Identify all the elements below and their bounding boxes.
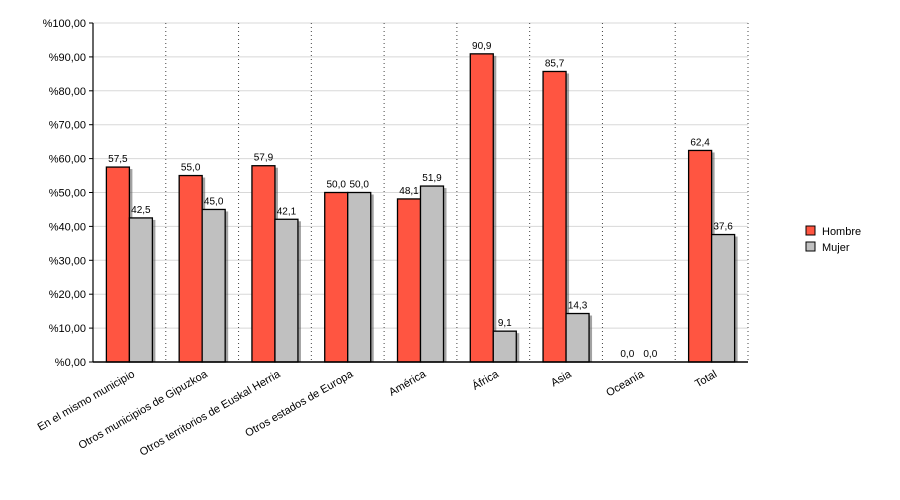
y-tick-label: %100,00: [43, 18, 86, 30]
bar-hombre: [469, 53, 494, 363]
bar-hombre: [542, 70, 567, 363]
bar-hombre: [178, 174, 203, 363]
data-label: 0,0: [643, 349, 657, 360]
y-tick-label: %70,00: [49, 120, 86, 132]
bar-mujer: [419, 185, 445, 363]
bar-mujer: [492, 330, 517, 363]
data-label: 0,0: [620, 349, 634, 360]
category-label: Total: [693, 368, 719, 390]
data-label: 57,5: [108, 154, 128, 165]
data-label: 9,1: [498, 318, 512, 329]
bar-hombre: [687, 149, 713, 363]
data-label: 42,5: [131, 205, 151, 216]
bar-hombre: [251, 165, 276, 363]
data-label: 45,0: [204, 196, 224, 207]
data-label: 42,1: [277, 206, 297, 217]
bar-hombre: [396, 198, 422, 363]
bar-hombre: [105, 166, 131, 363]
bars: 57,5 42,5 55,0 45,0 57,9 42,1 50,0 50,0 48,151,9…: [105, 41, 738, 363]
data-label: 50,0: [326, 180, 346, 191]
legend-swatch-mujer: [805, 241, 816, 252]
category-label: África: [470, 367, 502, 393]
category-label: América: [387, 368, 429, 399]
bar-mujer: [128, 217, 154, 363]
data-label: 62,4: [690, 137, 710, 148]
data-label: 50,0: [349, 180, 369, 191]
data-label: 48,1: [399, 186, 419, 197]
y-tick-label: %80,00: [49, 86, 86, 98]
y-tick-label: %60,00: [49, 154, 86, 166]
y-tick-label: %90,00: [49, 52, 86, 64]
bar-mujer: [201, 208, 226, 363]
y-tick-label: %0,00: [55, 357, 86, 369]
category-label: Oceanía: [604, 368, 647, 400]
data-label: 90,9: [472, 41, 492, 52]
y-tick-label: %30,00: [49, 255, 86, 267]
category-label: Otros territorios de Euskal Herria: [138, 368, 283, 459]
legend-label-mujer: Mujer: [822, 242, 850, 254]
y-tick-label: %20,00: [49, 289, 86, 301]
y-tick-label: %50,00: [49, 188, 86, 200]
data-label: 85,7: [545, 58, 565, 69]
category-label: Otros municipios de Gipuzkoa: [77, 368, 211, 452]
bar-mujer: [565, 312, 590, 363]
category-label: Asia: [549, 368, 574, 390]
data-label: 37,6: [713, 222, 733, 233]
y-tick-label: %40,00: [49, 221, 86, 233]
data-label: 55,0: [181, 163, 201, 174]
legend: Hombre Mujer: [805, 225, 861, 254]
bar-hombre: [324, 191, 349, 363]
bar-mujer: [710, 233, 736, 363]
bar-mujer: [347, 191, 372, 363]
legend-swatch-hombre: [805, 225, 816, 236]
legend-label-hombre: Hombre: [822, 226, 861, 238]
bar-mujer: [274, 218, 299, 363]
data-label: 51,9: [422, 173, 442, 184]
y-tick-label: %10,00: [49, 323, 86, 335]
data-label: 57,9: [254, 153, 274, 164]
data-label: 14,3: [568, 301, 588, 312]
